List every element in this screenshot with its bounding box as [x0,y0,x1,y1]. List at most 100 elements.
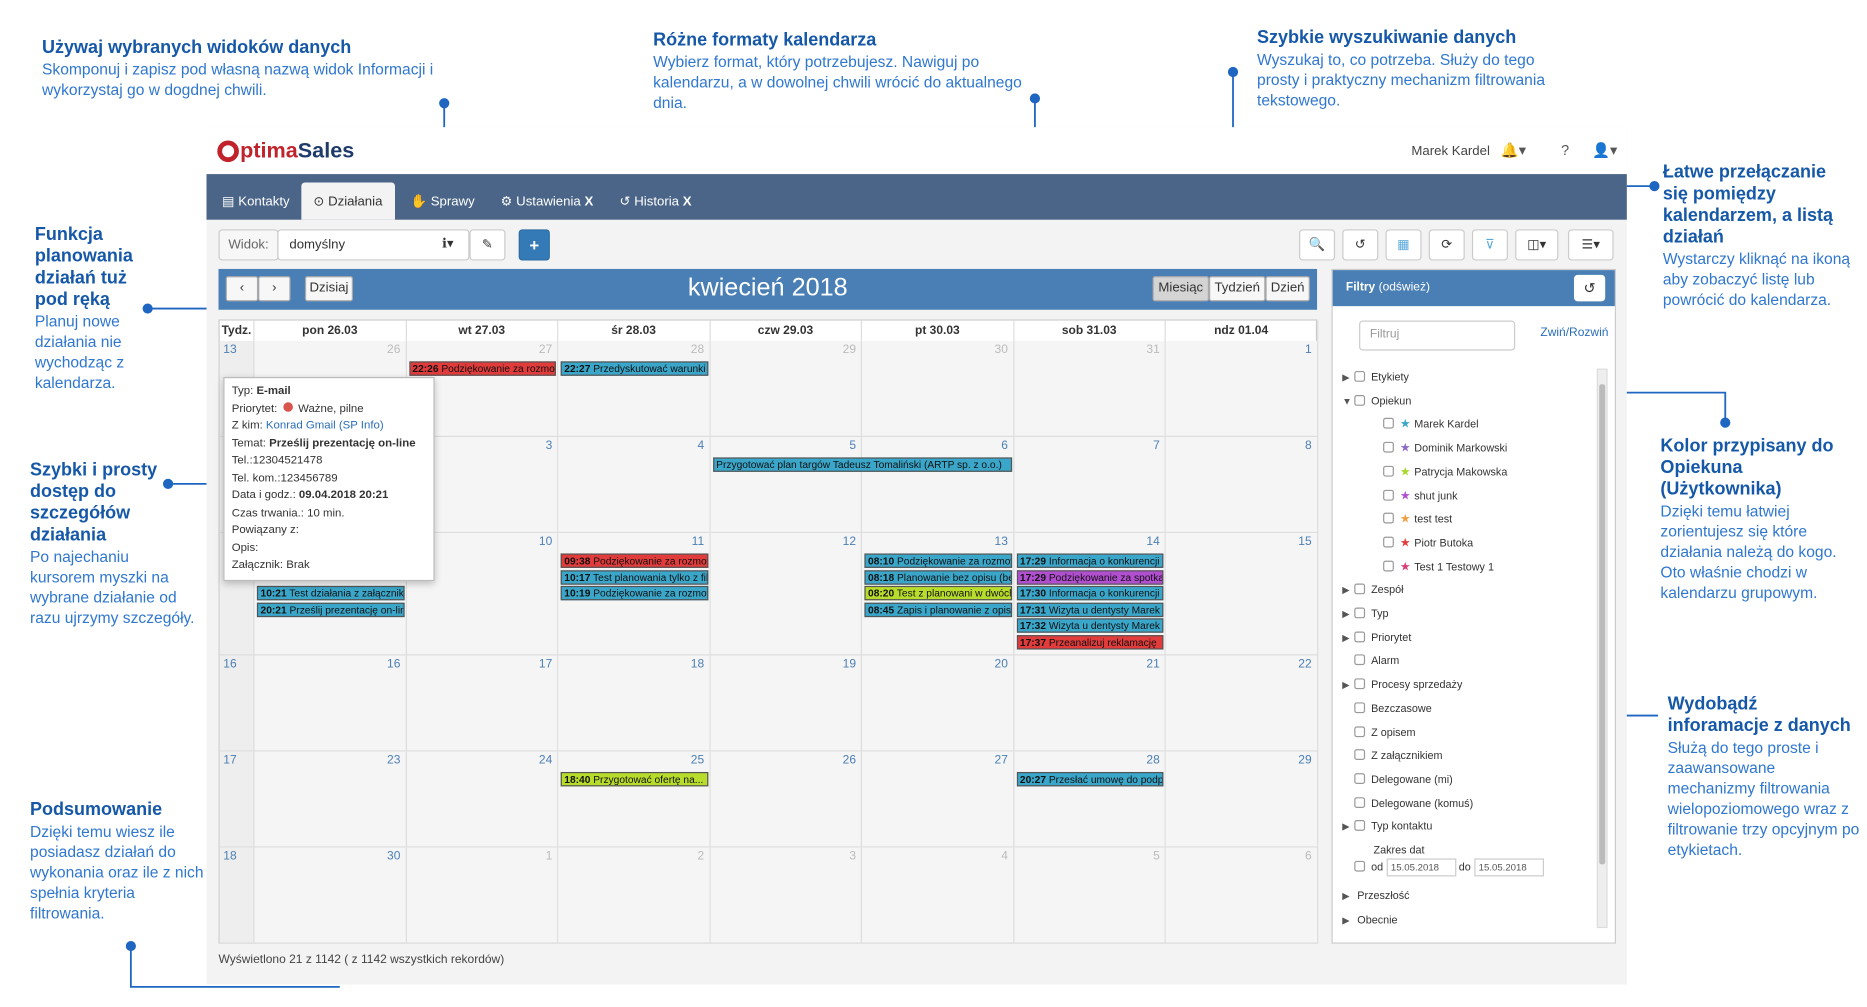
filter-checkbox[interactable] [1354,749,1366,761]
calendar-event[interactable]: 08:45 Zapis i planowanie z opisem [864,602,1012,617]
filter-item[interactable]: ★ Patrycja Makowska [1371,463,1507,480]
filter-checkbox[interactable] [1354,631,1366,642]
day-number[interactable]: 6 [1304,850,1312,864]
filter-item[interactable]: ★ Piotr Butoka [1371,534,1473,551]
day-number[interactable]: 27 [994,753,1008,768]
filter-scrollbar[interactable] [1596,368,1608,929]
filter-checkbox[interactable] [1383,489,1394,501]
day-number[interactable]: 19 [842,657,857,672]
filter-item[interactable]: ★ test test [1371,510,1452,527]
calendar-day-cell[interactable]: 15 [1165,533,1318,656]
day-number[interactable]: 1 [545,850,553,864]
day-number[interactable]: 2 [697,850,705,864]
today-button[interactable]: Dzisiaj [304,276,353,302]
calendar-day-cell[interactable]: 7 [1013,437,1166,534]
expand-arrow-icon[interactable]: ▶ [1342,372,1350,383]
day-number[interactable]: 4 [1001,850,1008,864]
day-number[interactable]: 8 [1304,439,1312,453]
day-number[interactable]: 28 [1146,753,1160,768]
calendar-day-cell[interactable]: 2 [558,847,711,944]
info-dropdown-icon[interactable]: ℹ▾ [441,236,454,251]
collapse-expand-link[interactable]: Zwiń/Rozwiń [1540,326,1609,340]
calendar-event[interactable]: 17:37 Przeanalizuj reklamację [1016,635,1164,650]
expand-arrow-icon[interactable]: ▶ [1342,585,1350,596]
user-menu-icon[interactable]: 👤▾ [1592,141,1618,159]
filter-item[interactable]: ▶ Typ [1342,605,1389,622]
calendar-event[interactable]: 10:17 Test planowania tylko z filtrem [560,569,708,585]
filter-checkbox[interactable] [1354,702,1366,713]
filter-item[interactable]: ★ Marek Kardel [1371,416,1479,433]
filter-input[interactable]: Filtruj [1359,320,1516,351]
calendar-day-cell[interactable]: 31 [1013,340,1166,438]
calendar-event[interactable]: 17:29 Podziękowanie za spotkanie [1016,569,1164,585]
tab-kontakty[interactable]: ▤ Kontakty [222,194,290,209]
day-number[interactable]: 30 [994,343,1008,357]
calendar-event[interactable]: 08:10 Podziękowanie za rozmowę [864,553,1012,568]
filter-item[interactable]: ★ shut junk [1371,487,1458,504]
help-icon[interactable]: ? [1561,141,1570,159]
expand-arrow-icon[interactable]: ▼ [1342,395,1352,407]
filter-item[interactable]: Delegowane (komuś) [1342,794,1473,811]
expand-arrow-icon[interactable]: ▶ [1342,608,1350,620]
calendar-day-cell[interactable]: 4 [558,437,711,534]
filter-item[interactable]: Delegowane (mi) [1342,771,1453,788]
add-activity-button[interactable]: + [518,229,550,261]
day-number[interactable]: 4 [697,439,705,453]
calendar-day-cell[interactable]: 5 [1013,847,1166,944]
tab-historia[interactable]: ↺ Historia X [619,194,692,209]
filter-checkbox[interactable] [1354,607,1366,619]
day-number[interactable]: 30 [387,850,401,864]
day-number[interactable]: 25 [690,753,705,768]
filter-checkbox[interactable] [1354,370,1366,382]
filter-item[interactable]: Z załącznikiem [1342,747,1443,764]
calendar-day-cell[interactable]: 20 [862,655,1014,752]
day-number[interactable]: 6 [1001,439,1008,453]
day-number[interactable]: 20 [994,657,1008,672]
expand-arrow-icon[interactable]: ▶ [1342,890,1350,902]
calendar-event[interactable]: 10:19 Podziękowanie za rozmowę [560,586,708,601]
calendar-day-cell[interactable]: 6 [862,437,1014,534]
filter-checkbox[interactable] [1383,560,1394,571]
expand-arrow-icon[interactable]: ▶ [1342,914,1350,926]
calendar-day-cell[interactable]: 29 [1165,751,1318,848]
day-number[interactable]: 1 [1304,343,1312,357]
calendar-event[interactable]: 17:32 Wizyta u dentysty Marek [1016,618,1164,634]
calendar-view-button[interactable]: ▦ [1385,229,1422,261]
calendar-day-cell[interactable]: 1 [1165,340,1318,438]
filter-item[interactable]: ▼ Opiekun [1342,392,1411,409]
close-icon[interactable]: X [682,194,692,209]
day-number[interactable]: 7 [1153,439,1160,453]
day-number[interactable]: 5 [1153,850,1160,864]
calendar-event[interactable]: 22:26 Podziękowanie za rozmowę [408,361,556,376]
day-number[interactable]: 10 [538,535,553,549]
filter-item[interactable]: ▶ Przeszłość [1342,887,1409,904]
user-name[interactable]: Marek Kardel [1411,144,1490,159]
expand-arrow-icon[interactable]: ▶ [1342,821,1350,833]
close-icon[interactable]: X [584,194,594,209]
calendar-day-cell[interactable]: 8 [1165,437,1318,534]
day-number[interactable]: 31 [1146,343,1160,357]
calendar-event[interactable]: 09:38 Podziękowanie za rozmowę [560,553,708,568]
refresh-button[interactable]: ⟳ [1428,229,1465,261]
filter-item[interactable]: ▶ Etykiety [1342,369,1409,386]
calendar-event[interactable]: 17:30 Informacja o konkurencji [1016,586,1164,601]
contact-link[interactable]: Konrad Gmail (SP Info) [265,419,384,433]
filter-checkbox[interactable] [1354,820,1366,832]
week-number[interactable]: 16 [219,655,255,752]
month-view-button[interactable]: Miesiąc [1152,276,1210,302]
filter-item[interactable]: Z opisem [1342,723,1416,740]
calendar-day-cell[interactable]: 18 [558,655,711,752]
day-number[interactable]: 3 [545,439,553,453]
calendar-day-cell[interactable]: 30 [254,847,407,944]
calendar-day-cell[interactable]: 1 [406,847,559,944]
day-number[interactable]: 16 [387,657,401,672]
day-number[interactable]: 26 [387,343,401,357]
calendar-day-cell[interactable]: 26 [710,751,863,848]
calendar-event[interactable]: 08:18 Planowanie bez opisu (bez) [864,569,1012,585]
filter-checkbox[interactable] [1383,441,1394,453]
date-from-input[interactable]: 15.05.2018 [1386,858,1456,877]
filter-button[interactable]: ⊽ [1471,229,1508,261]
calendar-day-cell[interactable]: 25 [558,751,711,848]
logo[interactable]: ptima Sales [217,138,354,163]
week-view-button[interactable]: Tydzień [1209,276,1266,302]
